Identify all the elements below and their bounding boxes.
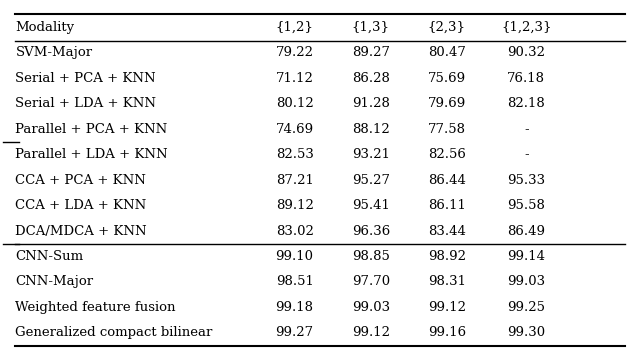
Text: 77.58: 77.58 xyxy=(428,123,466,136)
Text: 82.53: 82.53 xyxy=(276,148,314,161)
Text: CNN-Major: CNN-Major xyxy=(15,275,93,289)
Text: 86.11: 86.11 xyxy=(428,199,466,212)
Text: 86.44: 86.44 xyxy=(428,174,466,187)
Text: CNN-Sum: CNN-Sum xyxy=(15,250,84,263)
Text: 97.70: 97.70 xyxy=(352,275,390,289)
Text: Parallel + LDA + KNN: Parallel + LDA + KNN xyxy=(15,148,168,161)
Text: 71.12: 71.12 xyxy=(276,72,314,85)
Text: 98.51: 98.51 xyxy=(276,275,314,289)
Text: {1,3}: {1,3} xyxy=(352,21,390,34)
Text: SVM-Major: SVM-Major xyxy=(15,46,93,60)
Text: 95.41: 95.41 xyxy=(352,199,390,212)
Text: 79.22: 79.22 xyxy=(276,46,314,60)
Text: 99.18: 99.18 xyxy=(276,301,314,314)
Text: 86.49: 86.49 xyxy=(507,225,545,238)
Text: 99.30: 99.30 xyxy=(507,326,545,339)
Text: Serial + LDA + KNN: Serial + LDA + KNN xyxy=(15,97,156,110)
Text: 75.69: 75.69 xyxy=(428,72,466,85)
Text: 99.03: 99.03 xyxy=(507,275,545,289)
Text: 82.18: 82.18 xyxy=(508,97,545,110)
Text: 88.12: 88.12 xyxy=(352,123,390,136)
Text: 86.28: 86.28 xyxy=(352,72,390,85)
Text: 99.03: 99.03 xyxy=(352,301,390,314)
Text: 96.36: 96.36 xyxy=(351,225,390,238)
Text: 99.12: 99.12 xyxy=(428,301,466,314)
Text: {1,2,3}: {1,2,3} xyxy=(501,21,552,34)
Text: Parallel + PCA + KNN: Parallel + PCA + KNN xyxy=(15,123,168,136)
Text: 98.85: 98.85 xyxy=(352,250,390,263)
Text: 99.12: 99.12 xyxy=(352,326,390,339)
Text: 95.58: 95.58 xyxy=(508,199,545,212)
Text: -: - xyxy=(524,148,529,161)
Text: 99.14: 99.14 xyxy=(507,250,545,263)
Text: 79.69: 79.69 xyxy=(428,97,466,110)
Text: 99.25: 99.25 xyxy=(507,301,545,314)
Text: 95.27: 95.27 xyxy=(352,174,390,187)
Text: 98.92: 98.92 xyxy=(428,250,466,263)
Text: 90.32: 90.32 xyxy=(507,46,545,60)
Text: {1,2}: {1,2} xyxy=(276,21,314,34)
Text: DCA/MDCA + KNN: DCA/MDCA + KNN xyxy=(15,225,147,238)
Text: Generalized compact bilinear: Generalized compact bilinear xyxy=(15,326,213,339)
Text: 93.21: 93.21 xyxy=(352,148,390,161)
Text: 99.27: 99.27 xyxy=(276,326,314,339)
Text: 89.12: 89.12 xyxy=(276,199,314,212)
Text: 83.02: 83.02 xyxy=(276,225,314,238)
Text: {2,3}: {2,3} xyxy=(428,21,466,34)
Text: 80.12: 80.12 xyxy=(276,97,314,110)
Text: 89.27: 89.27 xyxy=(352,46,390,60)
Text: 83.44: 83.44 xyxy=(428,225,466,238)
Text: 99.16: 99.16 xyxy=(428,326,466,339)
Text: 76.18: 76.18 xyxy=(507,72,545,85)
Text: -: - xyxy=(524,123,529,136)
Text: 99.10: 99.10 xyxy=(276,250,314,263)
Text: Modality: Modality xyxy=(15,21,75,34)
Text: 74.69: 74.69 xyxy=(276,123,314,136)
Text: 91.28: 91.28 xyxy=(352,97,390,110)
Text: Weighted feature fusion: Weighted feature fusion xyxy=(15,301,176,314)
Text: 82.56: 82.56 xyxy=(428,148,466,161)
Text: 87.21: 87.21 xyxy=(276,174,314,187)
Text: 80.47: 80.47 xyxy=(428,46,466,60)
Text: 95.33: 95.33 xyxy=(507,174,545,187)
Text: 98.31: 98.31 xyxy=(428,275,466,289)
Text: CCA + LDA + KNN: CCA + LDA + KNN xyxy=(15,199,147,212)
Text: CCA + PCA + KNN: CCA + PCA + KNN xyxy=(15,174,147,187)
Text: Serial + PCA + KNN: Serial + PCA + KNN xyxy=(15,72,156,85)
